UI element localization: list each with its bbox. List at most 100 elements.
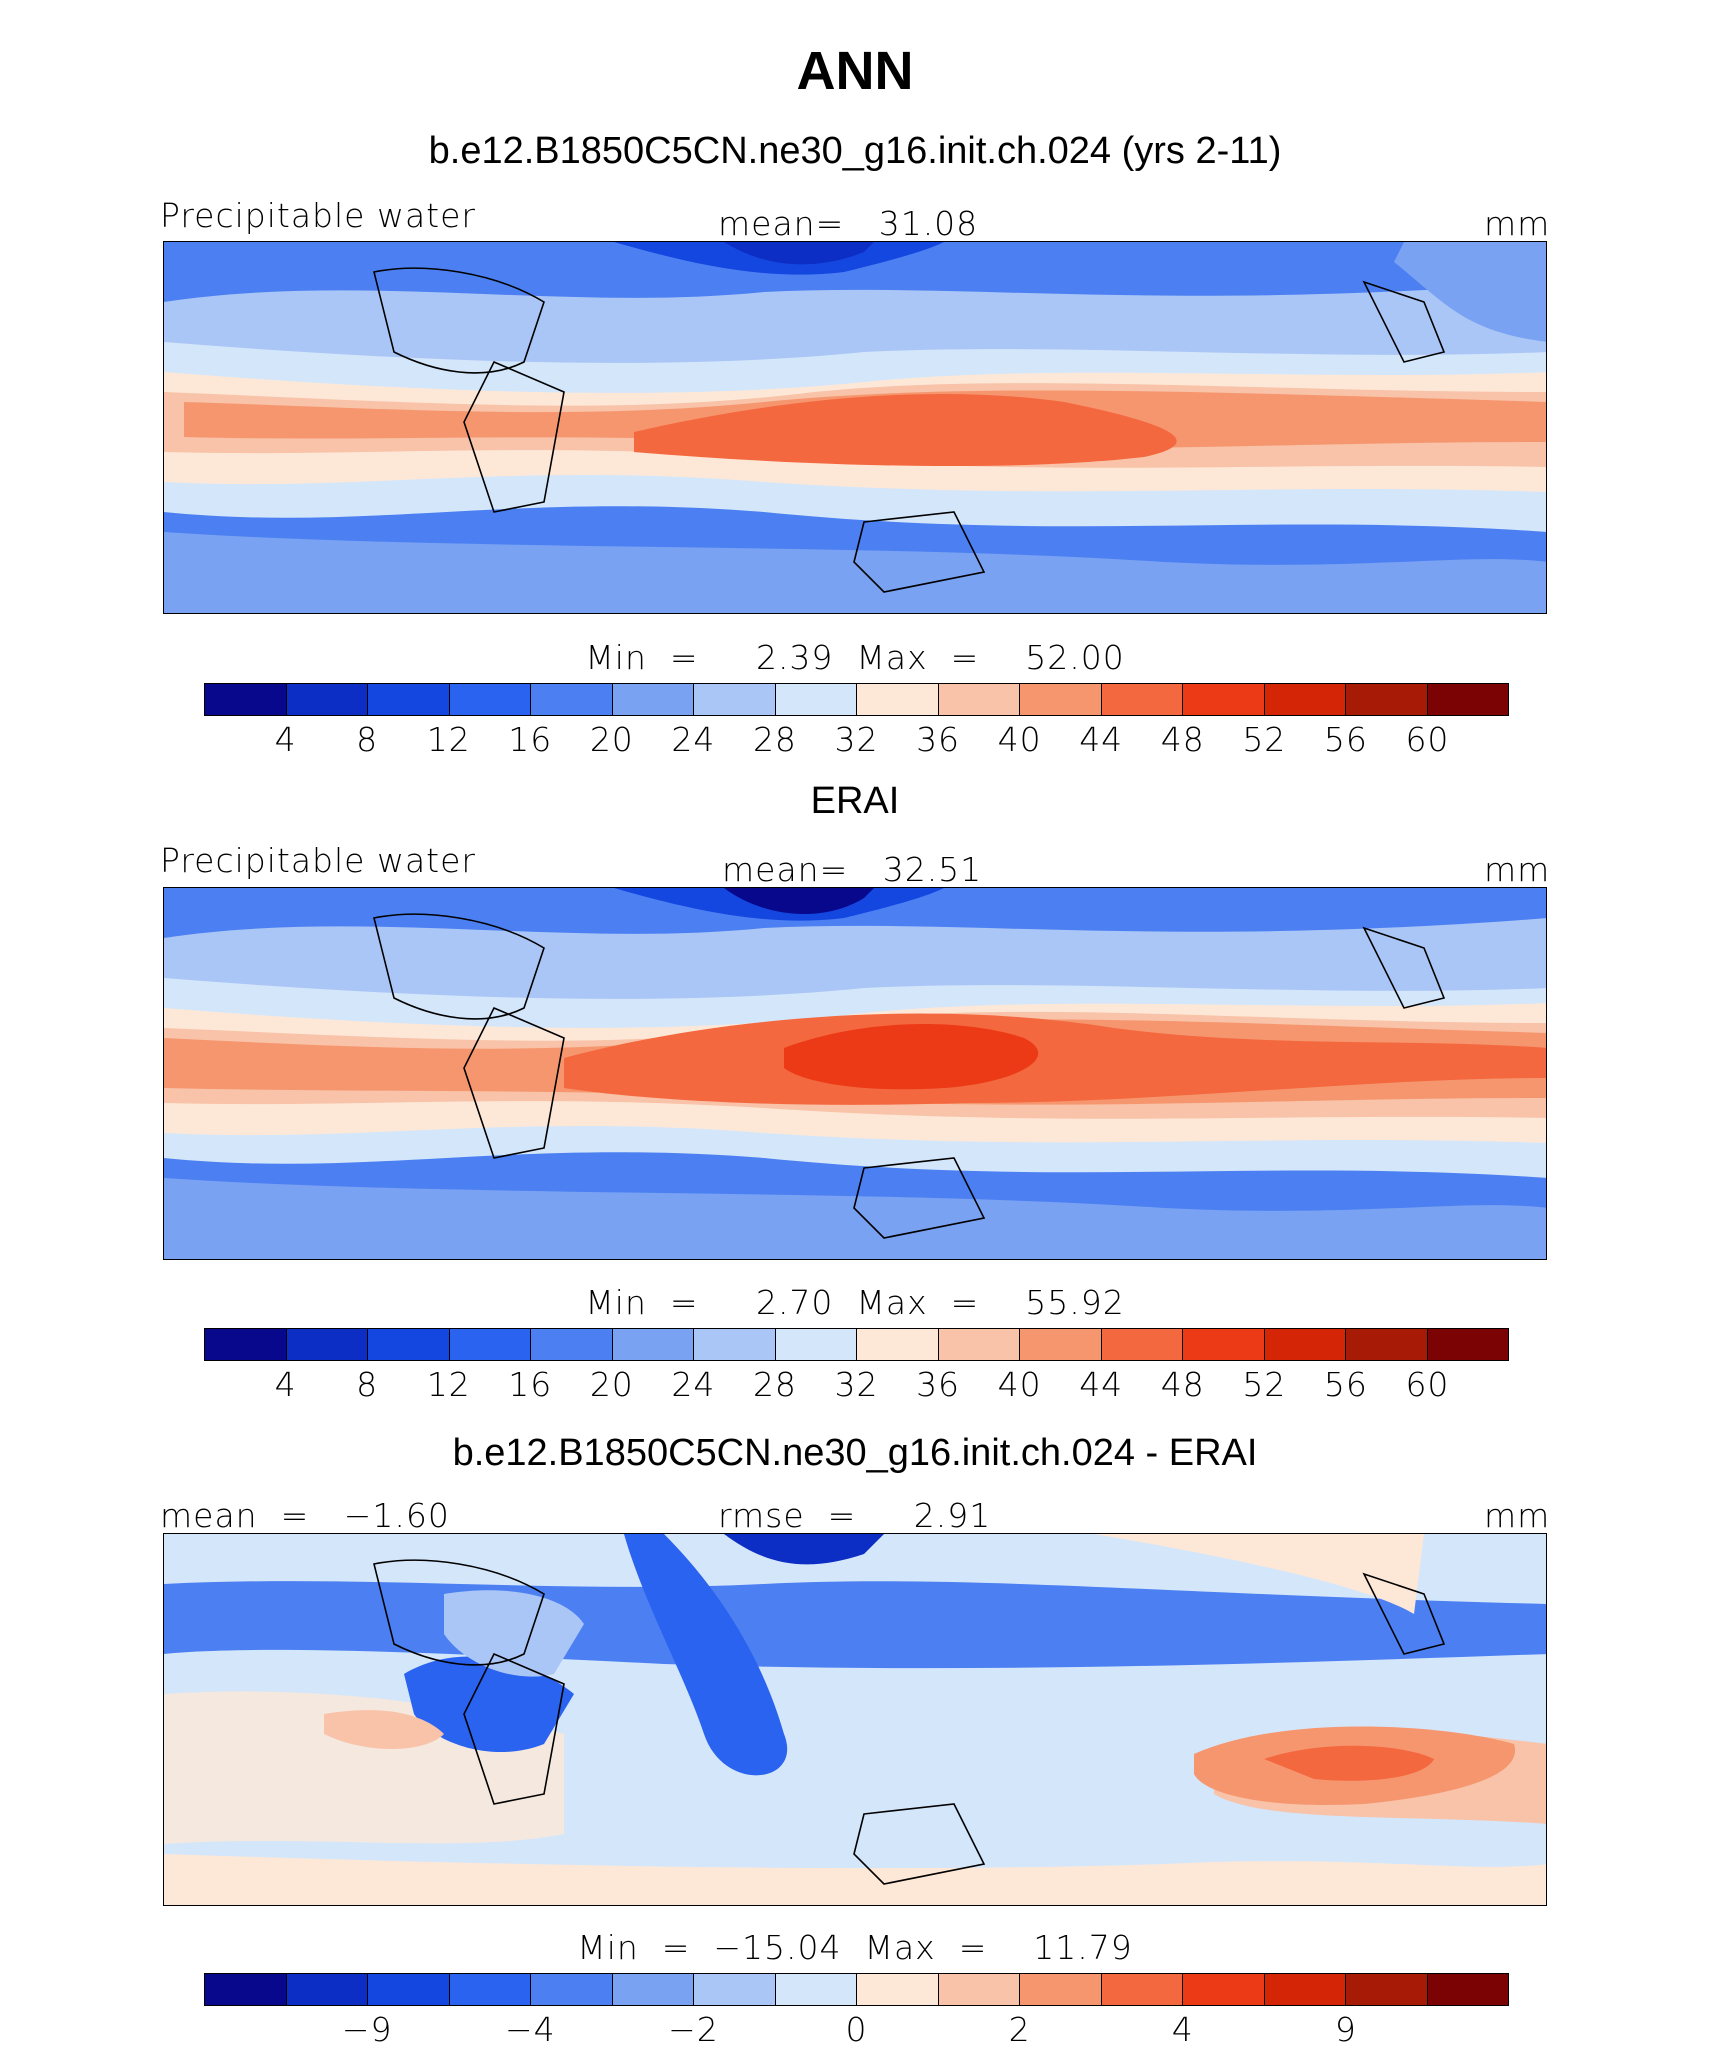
panel-3-colorbar [204,1973,1509,2006]
colorbar-tick-label: 52 [1242,1365,1287,1404]
colorbar-tick-label: −2 [668,2010,719,2049]
colorbar-tick-label: 44 [1079,720,1124,759]
colorbar-swatch [1264,1974,1346,2005]
colorbar-swatch [1020,1329,1102,1360]
colorbar-swatch [1427,684,1508,715]
colorbar-swatch [205,684,287,715]
colorbar-swatch [1183,684,1265,715]
colorbar-tick-label: 48 [1160,720,1205,759]
colorbar-swatch [368,1974,450,2005]
colorbar-swatch [205,1329,287,1360]
colorbar-tick-label: −4 [504,2010,556,2049]
panel-3-map [163,1533,1547,1906]
colorbar-swatch [857,684,939,715]
colorbar-swatch [1264,1329,1346,1360]
colorbar-tick-label: 4 [274,1365,297,1404]
colorbar-swatch [286,1329,368,1360]
colorbar-tick-label: 2 [1008,2010,1031,2049]
colorbar-swatch [694,1974,776,2005]
colorbar-swatch [1020,684,1102,715]
panel-1-colorbar [204,683,1509,716]
colorbar-tick-label: 12 [426,720,471,759]
panel-1-map [163,241,1547,614]
colorbar-swatch [612,1974,694,2005]
colorbar-swatch [938,1974,1020,2005]
panel-2-field-label: Precipitable water [160,841,476,880]
colorbar-swatch [286,684,368,715]
colorbar-swatch [1101,1329,1183,1360]
colorbar-swatch [1183,1329,1265,1360]
panel-3-minmax: Min = −15.04 Max = 11.79 [577,1928,1133,1967]
colorbar-swatch [1264,684,1346,715]
panel-2-mean-label: mean= 32.51 [722,850,983,889]
colorbar-swatch [368,1329,450,1360]
colorbar-tick-label: 24 [671,720,716,759]
colorbar-swatch [775,1329,857,1360]
colorbar-swatch [938,1329,1020,1360]
colorbar-swatch [775,1974,857,2005]
colorbar-swatch [449,1974,531,2005]
panel-1-units-label: mm [1484,204,1551,243]
colorbar-tick-label: 32 [834,720,879,759]
colorbar-swatch [531,684,613,715]
colorbar-tick-label: 36 [916,720,961,759]
colorbar-tick-label: 20 [589,1365,634,1404]
colorbar-swatch [205,1974,287,2005]
colorbar-tick-label: 12 [426,1365,471,1404]
panel-2-colorbar-ticks: 4 8 12 16 20 24 28 32 36 40 44 48 52 56 60 [204,1365,1509,1409]
colorbar-swatch [938,684,1020,715]
colorbar-swatch [368,684,450,715]
colorbar-swatch [1427,1974,1508,2005]
colorbar-tick-label: 60 [1405,1365,1450,1404]
colorbar-swatch [449,684,531,715]
colorbar-swatch [1101,684,1183,715]
colorbar-tick-label: 56 [1323,720,1368,759]
colorbar-swatch [1427,1329,1508,1360]
colorbar-tick-label: 28 [752,720,797,759]
panel-2-map [163,887,1547,1260]
figure-title: ANN [796,41,914,101]
panel-3-units-label: mm [1484,1496,1551,1535]
colorbar-swatch [1101,1974,1183,2005]
colorbar-tick-label: 40 [997,1365,1042,1404]
colorbar-tick-label: 16 [508,1365,553,1404]
panel-1-minmax: Min = 2.39 Max = 52.00 [585,638,1125,677]
colorbar-swatch [1346,684,1428,715]
colorbar-swatch [857,1329,939,1360]
colorbar-swatch [694,1329,776,1360]
panel-3-colorbar-ticks: −9 −4 −2 0 2 4 9 [204,2010,1509,2054]
colorbar-tick-label: −9 [341,2010,393,2049]
colorbar-swatch [1183,1974,1265,2005]
colorbar-swatch [531,1974,613,2005]
panel-2-colorbar [204,1328,1509,1361]
colorbar-swatch [775,684,857,715]
colorbar-swatch [531,1329,613,1360]
panel-1-field-label: Precipitable water [160,196,476,235]
colorbar-tick-label: 32 [834,1365,879,1404]
colorbar-tick-label: 20 [589,720,634,759]
colorbar-swatch [1020,1974,1102,2005]
colorbar-swatch [612,1329,694,1360]
colorbar-tick-label: 8 [356,720,379,759]
colorbar-tick-label: 28 [752,1365,797,1404]
panel-1-colorbar-ticks: 4 8 12 16 20 24 28 32 36 40 44 48 52 56 60 [204,720,1509,764]
colorbar-tick-label: 60 [1405,720,1450,759]
panel-2-subtitle: ERAI [810,780,900,822]
panel-3-mean-label: mean = −1.60 [160,1496,450,1535]
colorbar-tick-label: 8 [356,1365,379,1404]
colorbar-swatch [1346,1329,1428,1360]
panel-1-mean-label: mean= 31.08 [718,204,979,243]
colorbar-tick-label: 4 [274,720,297,759]
panel-3-rmse-label: rmse = 2.91 [718,1496,992,1535]
colorbar-tick-label: 24 [671,1365,716,1404]
colorbar-swatch [286,1974,368,2005]
panel-2-minmax: Min = 2.70 Max = 55.92 [585,1283,1125,1322]
colorbar-swatch [694,684,776,715]
colorbar-tick-label: 0 [845,2010,868,2049]
colorbar-tick-label: 16 [508,720,553,759]
colorbar-swatch [612,684,694,715]
colorbar-tick-label: 52 [1242,720,1287,759]
colorbar-swatch [857,1974,939,2005]
colorbar-swatch [1346,1974,1428,2005]
panel-1-subtitle: b.e12.B1850C5CN.ne30_g16.init.ch.024 (yr… [428,130,1282,172]
